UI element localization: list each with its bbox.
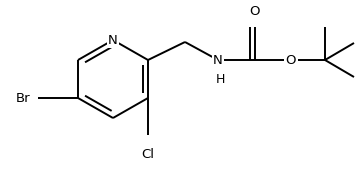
- Text: N: N: [108, 33, 118, 47]
- Text: N: N: [213, 54, 223, 66]
- Text: Cl: Cl: [142, 148, 155, 161]
- Text: O: O: [286, 54, 296, 66]
- Text: H: H: [215, 73, 225, 86]
- Text: O: O: [250, 5, 260, 18]
- Text: Br: Br: [15, 91, 30, 105]
